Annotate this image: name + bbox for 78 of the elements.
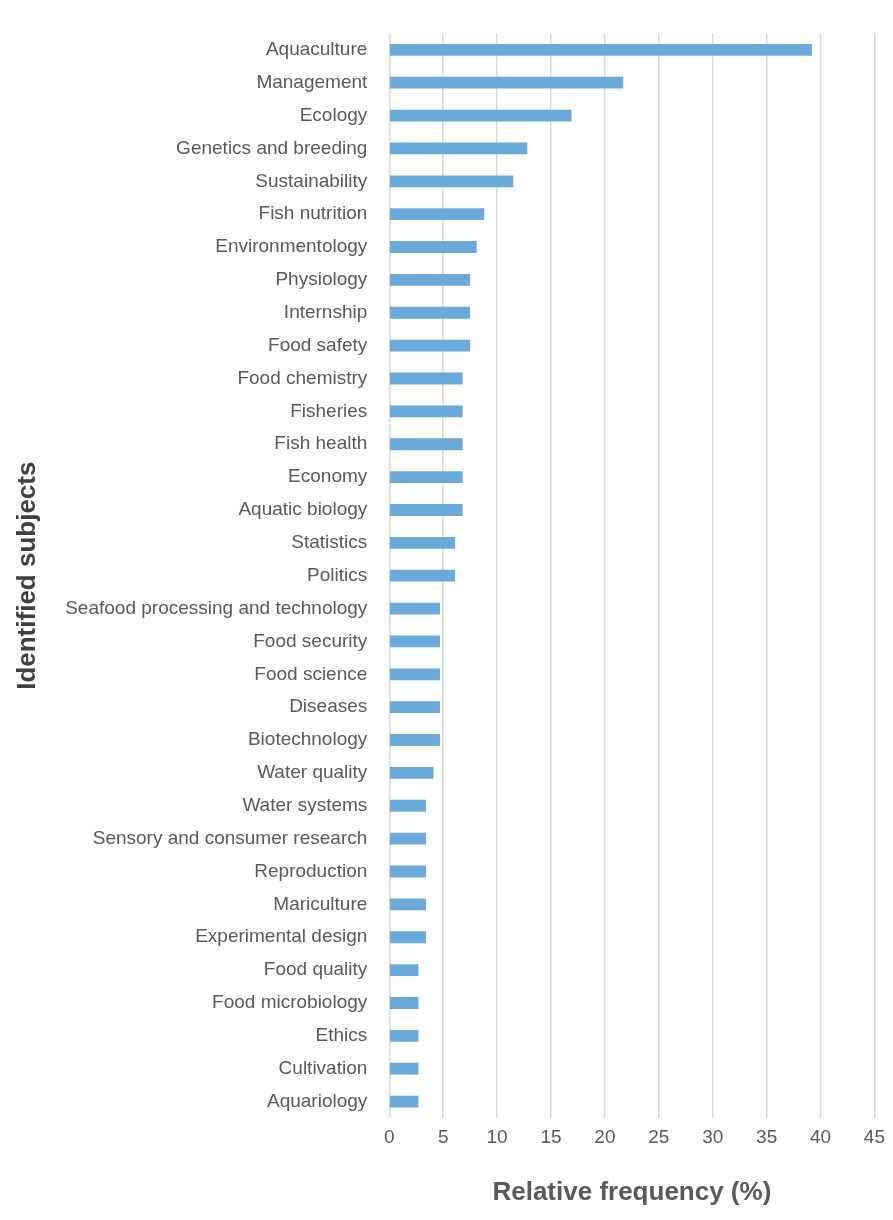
x-tick-label: 20 [594,1125,616,1147]
bar [390,1095,419,1108]
x-tick-label: 0 [384,1125,395,1147]
y-tick-label: Food safety [268,333,368,355]
bar [390,799,426,812]
y-tick-label: Food science [254,662,368,684]
y-tick-label: Politics [307,563,368,585]
y-tick-label: Management [256,70,369,92]
y-axis-title: Identified subjects [10,461,41,690]
bar [390,273,471,286]
y-tick-label: Cultivation [278,1056,368,1078]
y-tick-label: Seafood processing and technology [65,596,368,618]
x-tick-label: 10 [486,1125,508,1147]
bar [390,701,440,714]
bar [390,964,419,977]
bar [390,898,426,911]
y-tick-label: Fish nutrition [258,202,368,224]
y-tick-label: Physiology [275,268,368,290]
bar [390,1062,419,1075]
y-tick-label: Ethics [315,1024,368,1046]
y-tick-label: Economy [288,465,368,487]
y-tick-label: Food chemistry [237,366,368,388]
bar [390,405,463,418]
bar [390,569,456,582]
bar [390,734,440,746]
y-tick-label: Sensory and consumer research [92,826,368,848]
y-tick-label: Water quality [257,761,368,783]
y-tick-label: Mariculture [273,892,368,914]
bar [390,865,426,878]
x-tick-label: 40 [809,1125,832,1147]
y-tick-label: Aquariology [266,1089,368,1111]
bar [390,306,471,319]
y-tick-label: Reproduction [254,859,368,881]
bar [390,668,440,681]
bar [390,109,572,122]
bar [390,76,624,89]
bar [390,471,463,484]
x-tick-label: 25 [648,1125,670,1147]
y-tick-label: Water systems [242,794,368,815]
bar [390,372,463,385]
bar [390,43,812,56]
y-tick-label: Experimental design [195,925,368,947]
y-tick-label: Diseases [289,695,368,717]
bar [390,438,463,451]
x-axis-title: Relative frequency (%) [492,1175,772,1206]
bar [390,175,514,188]
x-tick-label: 5 [437,1125,449,1147]
bar [390,635,440,648]
bar [390,208,485,221]
bar [390,241,477,253]
y-tick-label: Sustainability [255,169,368,191]
y-tick-label: Biotechnology [247,728,368,750]
bar [390,997,419,1009]
y-tick-label: Fish health [274,432,368,454]
bar [390,766,434,779]
y-tick-label: Food microbiology [212,991,368,1013]
y-tick-label: Aquatic biology [238,498,368,520]
bar [390,339,471,352]
y-tick-label: Food quality [263,958,368,980]
bar [390,832,426,845]
x-tick-label: 15 [540,1125,562,1147]
bar [390,536,456,549]
x-tick-label: 45 [863,1125,885,1147]
bar [390,504,463,516]
y-tick-label: Ecology [299,103,368,125]
y-tick-label: Fisheries [290,399,368,421]
bar [390,931,426,944]
y-tick-label: Food security [253,629,368,651]
bar [390,602,440,615]
x-tick-label: 30 [702,1125,724,1147]
y-tick-label: Internship [283,301,368,322]
y-tick-label: Environmentology [215,235,368,257]
y-tick-label: Aquaculture [265,38,368,60]
bar [390,1029,419,1042]
y-tick-label: Genetics and breeding [176,136,368,158]
x-tick-label: 35 [756,1125,778,1147]
y-tick-label: Statistics [291,531,368,553]
bar [390,142,528,155]
